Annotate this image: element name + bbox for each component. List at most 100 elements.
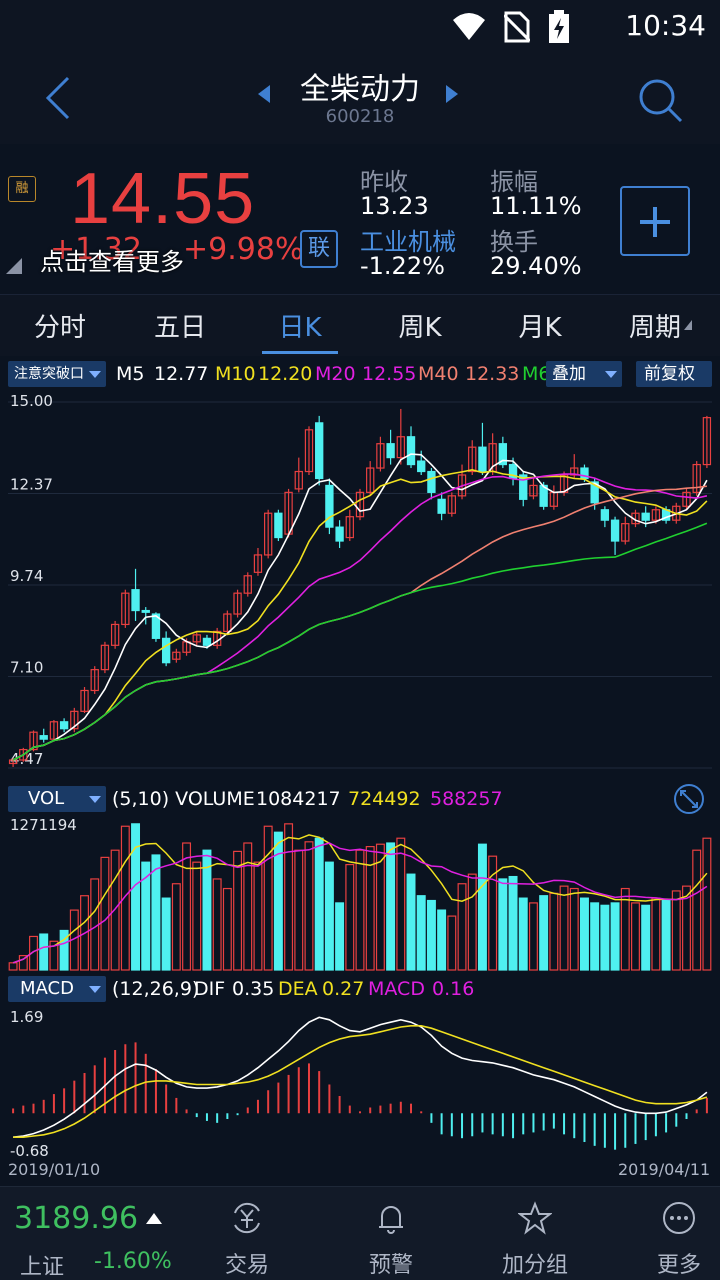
volume-ma10: 588257 [430, 788, 503, 810]
volume-selector[interactable]: VOL [8, 786, 106, 812]
nav-add-group[interactable]: 加分组 [480, 1201, 590, 1278]
tab-monthly-k[interactable]: 月K [518, 313, 562, 343]
price-change-pct: +9.98% [183, 232, 304, 267]
search-icon[interactable] [636, 76, 684, 124]
back-arrow-icon[interactable] [40, 74, 80, 122]
index-expand-icon[interactable] [146, 1213, 162, 1224]
volume-value: 1084217 [256, 788, 341, 810]
dif-value: 0.35 [232, 978, 275, 1000]
volume-ma10-line [12, 842, 708, 964]
volume-chart[interactable]: 1271194 [8, 814, 712, 972]
candle-down [315, 422, 324, 480]
index-name: 上证 [20, 1255, 65, 1280]
m5-value: 12.77 [154, 363, 209, 385]
strategy-selector[interactable]: 注意突破口 [8, 361, 106, 387]
volume-max-label: 1271194 [10, 816, 77, 834]
overlay-selector[interactable]: 叠加 [546, 361, 622, 387]
tab-daily-k[interactable]: 日K [278, 313, 322, 343]
candle-up [223, 613, 232, 633]
volume-bar-up [49, 940, 59, 971]
volume-bar-down [426, 899, 436, 971]
nav-trade[interactable]: 交易 [192, 1201, 302, 1278]
volume-bar-down [202, 849, 212, 971]
price-axis-label: 7.10 [10, 659, 43, 677]
ma40-line [12, 485, 708, 761]
tab-period[interactable]: 周期 [628, 313, 681, 343]
volume-bar-down [508, 875, 518, 971]
volume-bar-up [222, 887, 232, 971]
macd-chart[interactable]: 1.69 -0.68 [8, 1004, 712, 1164]
macd-selector[interactable]: MACD [8, 976, 106, 1002]
nav-alert[interactable]: 预警 [336, 1201, 446, 1278]
volume-bar-down [600, 904, 610, 971]
volume-bar-up [396, 837, 406, 971]
star-icon [518, 1201, 552, 1235]
macd-max-label: 1.69 [10, 1008, 43, 1026]
price-change: +1.32 [50, 232, 142, 267]
ma-indicator-row: 注意突破口 M5 12.77 M10 12.20 M20 12.55 M40 1… [0, 359, 720, 389]
macd-value: 0.16 [432, 978, 475, 1000]
period-tabs: 分时 五日 日K 周K 月K 周期 [0, 294, 720, 356]
linked-button[interactable]: 联 [300, 230, 338, 268]
volume-bar-up [90, 878, 100, 971]
nav-more[interactable]: 更多 [624, 1201, 720, 1278]
tab-weekly-k[interactable]: 周K [398, 313, 442, 343]
start-date: 2019/01/10 [8, 1160, 101, 1179]
next-stock-arrow-icon[interactable] [446, 85, 458, 103]
end-date: 2019/04/11 [618, 1160, 711, 1179]
volume-bar-up [110, 849, 120, 971]
candle-up [29, 731, 38, 751]
candle-down [386, 443, 395, 459]
volume-params: (5,10) VOLUME [112, 788, 255, 810]
volume-bar-up [488, 855, 498, 971]
candle-up [172, 651, 181, 660]
macd-indicator-row: MACD (12,26,9) DIF 0.35 DEA 0.27 MACD 0.… [0, 974, 720, 1004]
candle-up [264, 512, 273, 556]
industry-link[interactable]: 工业机械 [360, 228, 456, 256]
price-axis-label: 15.00 [10, 392, 53, 410]
volume-bar-up [447, 915, 457, 971]
volume-bar-up [345, 863, 355, 971]
volume-bar-up [457, 883, 467, 971]
nav-trade-label: 交易 [224, 1253, 269, 1278]
index-value[interactable]: 3189.96 [14, 1201, 139, 1236]
candle-up [529, 484, 538, 497]
prev-stock-arrow-icon[interactable] [258, 85, 270, 103]
nav-more-label: 更多 [656, 1253, 701, 1278]
add-watchlist-button[interactable] [620, 186, 690, 256]
candle-down [539, 484, 548, 507]
volume-bar-up [120, 825, 130, 971]
volume-bar-down [386, 842, 396, 971]
fullscreen-icon[interactable] [672, 784, 706, 814]
expand-corner-icon[interactable] [6, 258, 22, 274]
quote-panel[interactable]: 融 14.55 +1.32 +9.98% 点击查看更多 联 昨收 13.23 工… [0, 148, 720, 286]
tab-five-day[interactable]: 五日 [153, 313, 206, 343]
candle-down [202, 637, 212, 646]
volume-bar-up [212, 878, 222, 971]
candle-up [355, 491, 365, 518]
candle-up [682, 491, 691, 507]
volume-bar-down [406, 873, 416, 971]
candle-down [610, 519, 620, 542]
candle-up [468, 446, 477, 473]
volume-bar-up [365, 846, 375, 971]
more-hint[interactable]: 点击查看更多 [40, 248, 184, 276]
chevron-down-icon [89, 986, 101, 993]
dea-value: 0.27 [322, 978, 365, 1000]
candle-up [110, 623, 120, 646]
wifi-icon [453, 13, 485, 40]
tab-intraday[interactable]: 分时 [33, 313, 86, 343]
candle-up [243, 575, 252, 594]
volume-bar-up [355, 849, 365, 971]
dea-label: DEA [278, 978, 318, 1000]
chevron-down-icon [89, 796, 101, 803]
volume-bar-down [518, 897, 528, 971]
volume-bar-up [528, 902, 538, 971]
prev-close-value: 13.23 [360, 192, 429, 220]
candle-down [335, 526, 344, 542]
active-tab-indicator [262, 351, 338, 354]
volume-bar-up [171, 883, 181, 971]
adjust-button[interactable]: 前复权 [636, 361, 712, 387]
candle-up [304, 429, 314, 473]
